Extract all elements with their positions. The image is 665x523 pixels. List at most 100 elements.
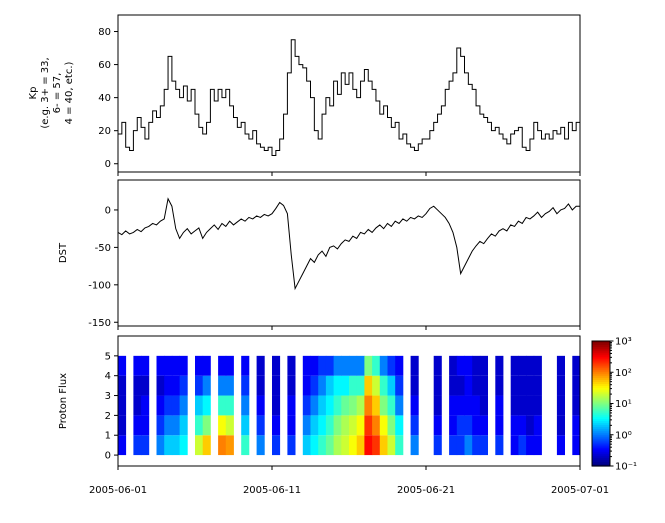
proton-flux-cell [118,375,127,396]
proton-flux-cell [410,435,419,456]
proton-flux-cell [395,415,404,436]
proton-flux-cell [556,375,565,396]
proton-flux-cell [349,415,358,436]
proton-flux-cell [472,395,481,416]
colorbar-gradient-segment [592,436,610,440]
proton-flux-cell [218,415,227,436]
colorbar-gradient-segment [592,378,610,381]
proton-flux-cell [479,355,488,376]
proton-flux-cell [118,415,127,436]
colorbar-gradient-segment [592,374,610,377]
proton-flux-cell [395,375,404,396]
y-tick-label: 2 [105,411,111,422]
proton-flux-cell [164,375,173,396]
proton-flux-cell [225,435,234,456]
colorbar-gradient-segment [592,464,610,467]
proton-flux-cell [433,415,442,436]
proton-flux-cell [333,355,342,376]
proton-flux-cell [495,355,504,376]
proton-flux-cell [318,375,327,396]
proton-flux-cell [387,375,396,396]
proton-flux-cell [179,375,188,396]
proton-flux-cell [256,355,265,376]
proton-flux-cell [333,375,342,396]
y-tick-label: -50 [95,243,111,254]
proton-flux-cell [118,395,127,416]
colorbar-gradient-segment [592,432,610,436]
proton-flux-cell [356,435,365,456]
proton-flux-cell [410,395,419,416]
proton-flux-cell [556,355,565,376]
proton-flux-cell [195,375,204,396]
colorbar-gradient-segment [592,366,610,369]
proton-flux-cell [333,395,342,416]
proton-flux-cell [179,395,188,416]
proton-flux-cell [526,415,535,436]
proton-flux-cell [156,355,165,376]
colorbar-gradient-segment [592,346,610,350]
proton-flux-cell [118,435,127,456]
proton-flux-cell [349,435,358,456]
proton-flux-cell [456,415,465,436]
proton-flux-cell [364,375,373,396]
proton-flux-cell [225,415,234,436]
proton-flux-cell [364,395,373,416]
colorbar-gradient-segment [592,421,610,424]
proton-flux-cell [533,355,542,376]
proton-flux-cell [449,435,458,456]
proton-flux-cell [572,375,581,396]
colorbar-gradient-segment [592,360,610,364]
proton-flux-cell [556,435,565,456]
proton-flux-cell [510,355,519,376]
proton-flux-cell [241,395,250,416]
proton-flux-cell [495,435,504,456]
proton-flux-cell [341,415,350,436]
proton-flux-cell [356,415,365,436]
proton-flux-cell [387,355,396,376]
proton-flux-cell [225,375,234,396]
colorbar-gradient-segment [592,454,610,457]
proton-flux-cell [156,415,165,436]
proton-flux-cell [302,415,311,436]
colorbar-gradient-segment [592,401,610,405]
kp-index-frame [117,14,581,173]
proton-flux-cell [195,415,204,436]
proton-flux-cell [372,395,381,416]
proton-flux-cell [456,355,465,376]
proton-flux-cell [156,435,165,456]
proton-flux-cell [218,435,227,456]
colorbar-gradient-segment [592,370,610,373]
proton-flux-cell [179,355,188,376]
proton-flux-cell [179,415,188,436]
x-tick-label: 2005-06-21 [397,485,455,496]
colorbar-tick-label: 10⁰ [615,430,632,441]
proton-flux-cell [526,395,535,416]
colorbar-gradient-segment [592,364,610,367]
colorbar-gradient-segment [592,382,610,385]
proton-flux-cell [310,395,319,416]
y-tick-label: 0 [105,451,111,462]
proton-flux-cell [141,435,150,456]
proton-flux-cell [356,375,365,396]
proton-flux-cell [387,435,396,456]
y-tick-label: 4 [105,371,111,382]
proton-flux-cell [572,355,581,376]
colorbar-gradient-segment [592,354,610,358]
colorbar-gradient-segment [592,383,610,387]
proton-flux-cell [141,415,150,436]
proton-flux-cell [472,355,481,376]
proton-flux-cell [356,355,365,376]
proton-flux-cell [164,415,173,436]
proton-flux-cell [333,415,342,436]
colorbar-gradient-segment [592,356,610,360]
proton-flux-cell [372,375,381,396]
colorbar-gradient-segment [592,376,610,379]
colorbar-gradient-segment [592,405,610,409]
proton-flux-cell [533,435,542,456]
colorbar-gradient-segment [592,411,610,414]
proton-flux-cell [333,435,342,456]
proton-flux-cell [241,375,250,396]
proton-flux-cell [325,355,334,376]
proton-flux-cell [133,435,142,456]
proton-flux-cell [556,415,565,436]
